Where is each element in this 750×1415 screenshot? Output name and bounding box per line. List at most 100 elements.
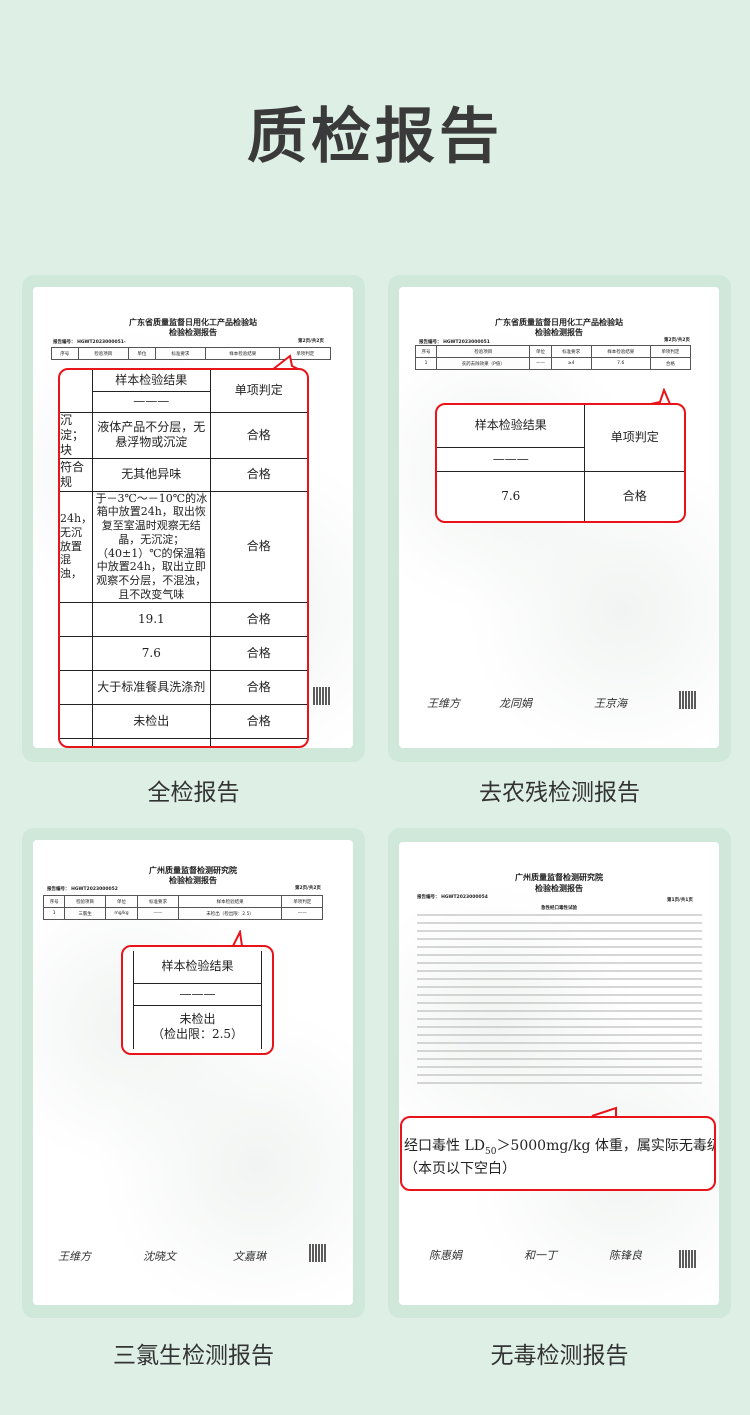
cell-left: 24h，无沉放置混浊，	[60, 490, 94, 603]
header-dash: ———	[437, 447, 586, 472]
cell-judge: 合格	[209, 490, 307, 603]
report-document: 广州质量监督检测研究院 检验检测报告 报告编号： HGWT2023000054 …	[399, 842, 719, 1305]
td: 7.6	[590, 357, 651, 370]
text: 经口毒性 LD	[404, 1138, 485, 1154]
th: 单位	[128, 347, 156, 360]
report-doc-title: 检验检测报告	[169, 328, 217, 337]
report-label: 三氯生检测报告	[113, 1343, 274, 1369]
th: 标准要求	[137, 895, 179, 908]
report-page: 第1页/共1页	[667, 898, 693, 903]
header-result: 样本检验结果	[133, 951, 262, 984]
td: mg/kg	[104, 907, 139, 920]
td: 1	[42, 907, 66, 920]
qr-code	[313, 687, 331, 705]
report-org: 广东省质量监督日用化工产品检验站	[495, 318, 623, 327]
cell-result: 于－3℃～－10℃的冰箱中放置24h，取出恢复至室温时观察无结晶，无沉淀；（40…	[92, 490, 211, 603]
page-title: 质检报告	[247, 102, 503, 172]
qr-code	[679, 1250, 697, 1268]
callout-tail	[591, 1106, 617, 1117]
signature: 和一丁	[524, 1249, 557, 1262]
report-table: 序号 检验项目 单位 标准要求 样本检验结果 单项判定 1 农药去除效果（P值） —— ≥4 7.…	[414, 345, 692, 370]
qr-code	[309, 1244, 327, 1262]
report-org: 广东省质量监督日用化工产品检验站	[129, 318, 257, 327]
report-label: 去农残检测报告	[479, 780, 640, 806]
cell-result: 7.6	[92, 635, 211, 671]
th: 样本检验结果	[590, 345, 651, 358]
th: 样本检验结果	[177, 895, 283, 908]
td: ——	[529, 357, 552, 370]
cell-result: <1	[92, 737, 211, 746]
td: ——	[281, 907, 323, 920]
report-table: 序号 检验项目 单位 标准要求 样本检验结果 单项判定	[51, 347, 331, 360]
header-dash: ———	[133, 982, 262, 1006]
th: 样本检验结果	[205, 347, 281, 360]
signature: 文嘉琳	[233, 1250, 266, 1263]
callout-full-inspection: 样本检验结果 单项判定 ——— 沉淀；块 液体产品不分层，无悬浮物或沉淀 合格 符合规…	[58, 368, 309, 748]
th: 单位	[104, 895, 139, 908]
report-document: 广州质量监督检测研究院 检验检测报告 报告编号： HGWT2023000052 …	[33, 840, 353, 1305]
td: 未检出（检出限：2.5）	[177, 907, 283, 920]
report-table: 序号 检验项目 单位 标准要求 样本检验结果 单项判定 1 三氯生 mg/kg —— 未检出（检出…	[42, 895, 323, 920]
signature: 王维方	[58, 1250, 91, 1263]
td: 1	[414, 357, 438, 370]
subscript: 50	[484, 1146, 497, 1157]
report-page: 第2页/共2页	[298, 339, 324, 344]
th: 检验项目	[64, 895, 106, 908]
signature: 王京海	[594, 697, 627, 710]
callout-pesticide: 样本检验结果 单项判定 ——— 7.6 合格	[435, 403, 686, 523]
signature: 龙同娟	[499, 697, 532, 710]
report-number: 报告编号： HGWT2023000051-	[53, 340, 126, 345]
th: 检验项目	[436, 345, 531, 358]
th: 单项判定	[281, 895, 323, 908]
report-label: 无毒检测报告	[490, 1343, 629, 1369]
report-doc-title: 检验检测报告	[535, 328, 583, 337]
text: ＞5000mg/kg 体重，属实际无毒级。	[496, 1138, 716, 1154]
header-result: 样本检验结果	[92, 370, 211, 392]
report-number: 报告编号： HGWT2023000051	[419, 340, 490, 345]
td: 农药去除效果（P值）	[436, 357, 531, 370]
header-dash: ———	[92, 390, 211, 413]
callout-triclosan: 样本检验结果 ——— 未检出 （检出限：2.5）	[121, 945, 274, 1055]
cell-result: 未检出	[92, 703, 211, 739]
cell-result: 19.1	[92, 601, 211, 637]
signature: 陈惠娟	[429, 1249, 462, 1262]
report-page: 第2页/共2页	[295, 886, 321, 891]
th: 单项判定	[649, 345, 692, 358]
signature: 王维方	[427, 697, 460, 710]
cell-judge: 合格	[209, 737, 307, 746]
th: 检验项目	[77, 347, 130, 360]
cell-judge: 合格	[209, 669, 307, 705]
report-number: 报告编号： HGWT2023000052	[47, 887, 118, 892]
report-doc-title: 检验检测报告	[169, 876, 217, 885]
cell-judge: 合格	[209, 457, 307, 492]
header-result: 样本检验结果	[437, 405, 586, 448]
report-number: 报告编号： HGWT2023000054	[417, 895, 488, 900]
th: 序号	[51, 347, 79, 360]
cell-result: 无其他异味	[92, 457, 211, 492]
th: 标准要求	[550, 345, 592, 358]
signature: 陈锋良	[609, 1249, 642, 1262]
cell-judge: 合格	[622, 488, 647, 503]
callout-line-2: （本页以下空白）	[404, 1161, 516, 1178]
result-line: （检出限：2.5）	[151, 1027, 244, 1042]
td: ≥4	[550, 357, 592, 370]
qr-code	[679, 691, 697, 709]
th: 序号	[414, 345, 438, 358]
cell-judge: 合格	[209, 635, 307, 671]
td: 合格	[649, 357, 692, 370]
cell-judge: 合格	[209, 411, 307, 459]
report-section: 急性经口毒性试验	[541, 906, 577, 911]
report-doc-title: 检验检测报告	[535, 884, 583, 893]
report-org: 广州质量监督检测研究院	[515, 873, 603, 882]
report-page: 第2页/共2页	[664, 338, 690, 343]
th: 单项判定	[279, 347, 331, 360]
cell-result: 7.6	[437, 471, 586, 521]
result-line: 未检出	[179, 1012, 216, 1027]
report-org: 广州质量监督检测研究院	[149, 866, 237, 875]
cell-left: 沉淀；块	[60, 411, 94, 459]
cell-result: 未检出 （检出限：2.5）	[133, 1004, 262, 1049]
cell-judge: 合格	[209, 703, 307, 739]
td: 三氯生	[64, 907, 106, 920]
body-text-lines	[417, 914, 702, 1089]
cell-judge: 合格	[209, 601, 307, 637]
